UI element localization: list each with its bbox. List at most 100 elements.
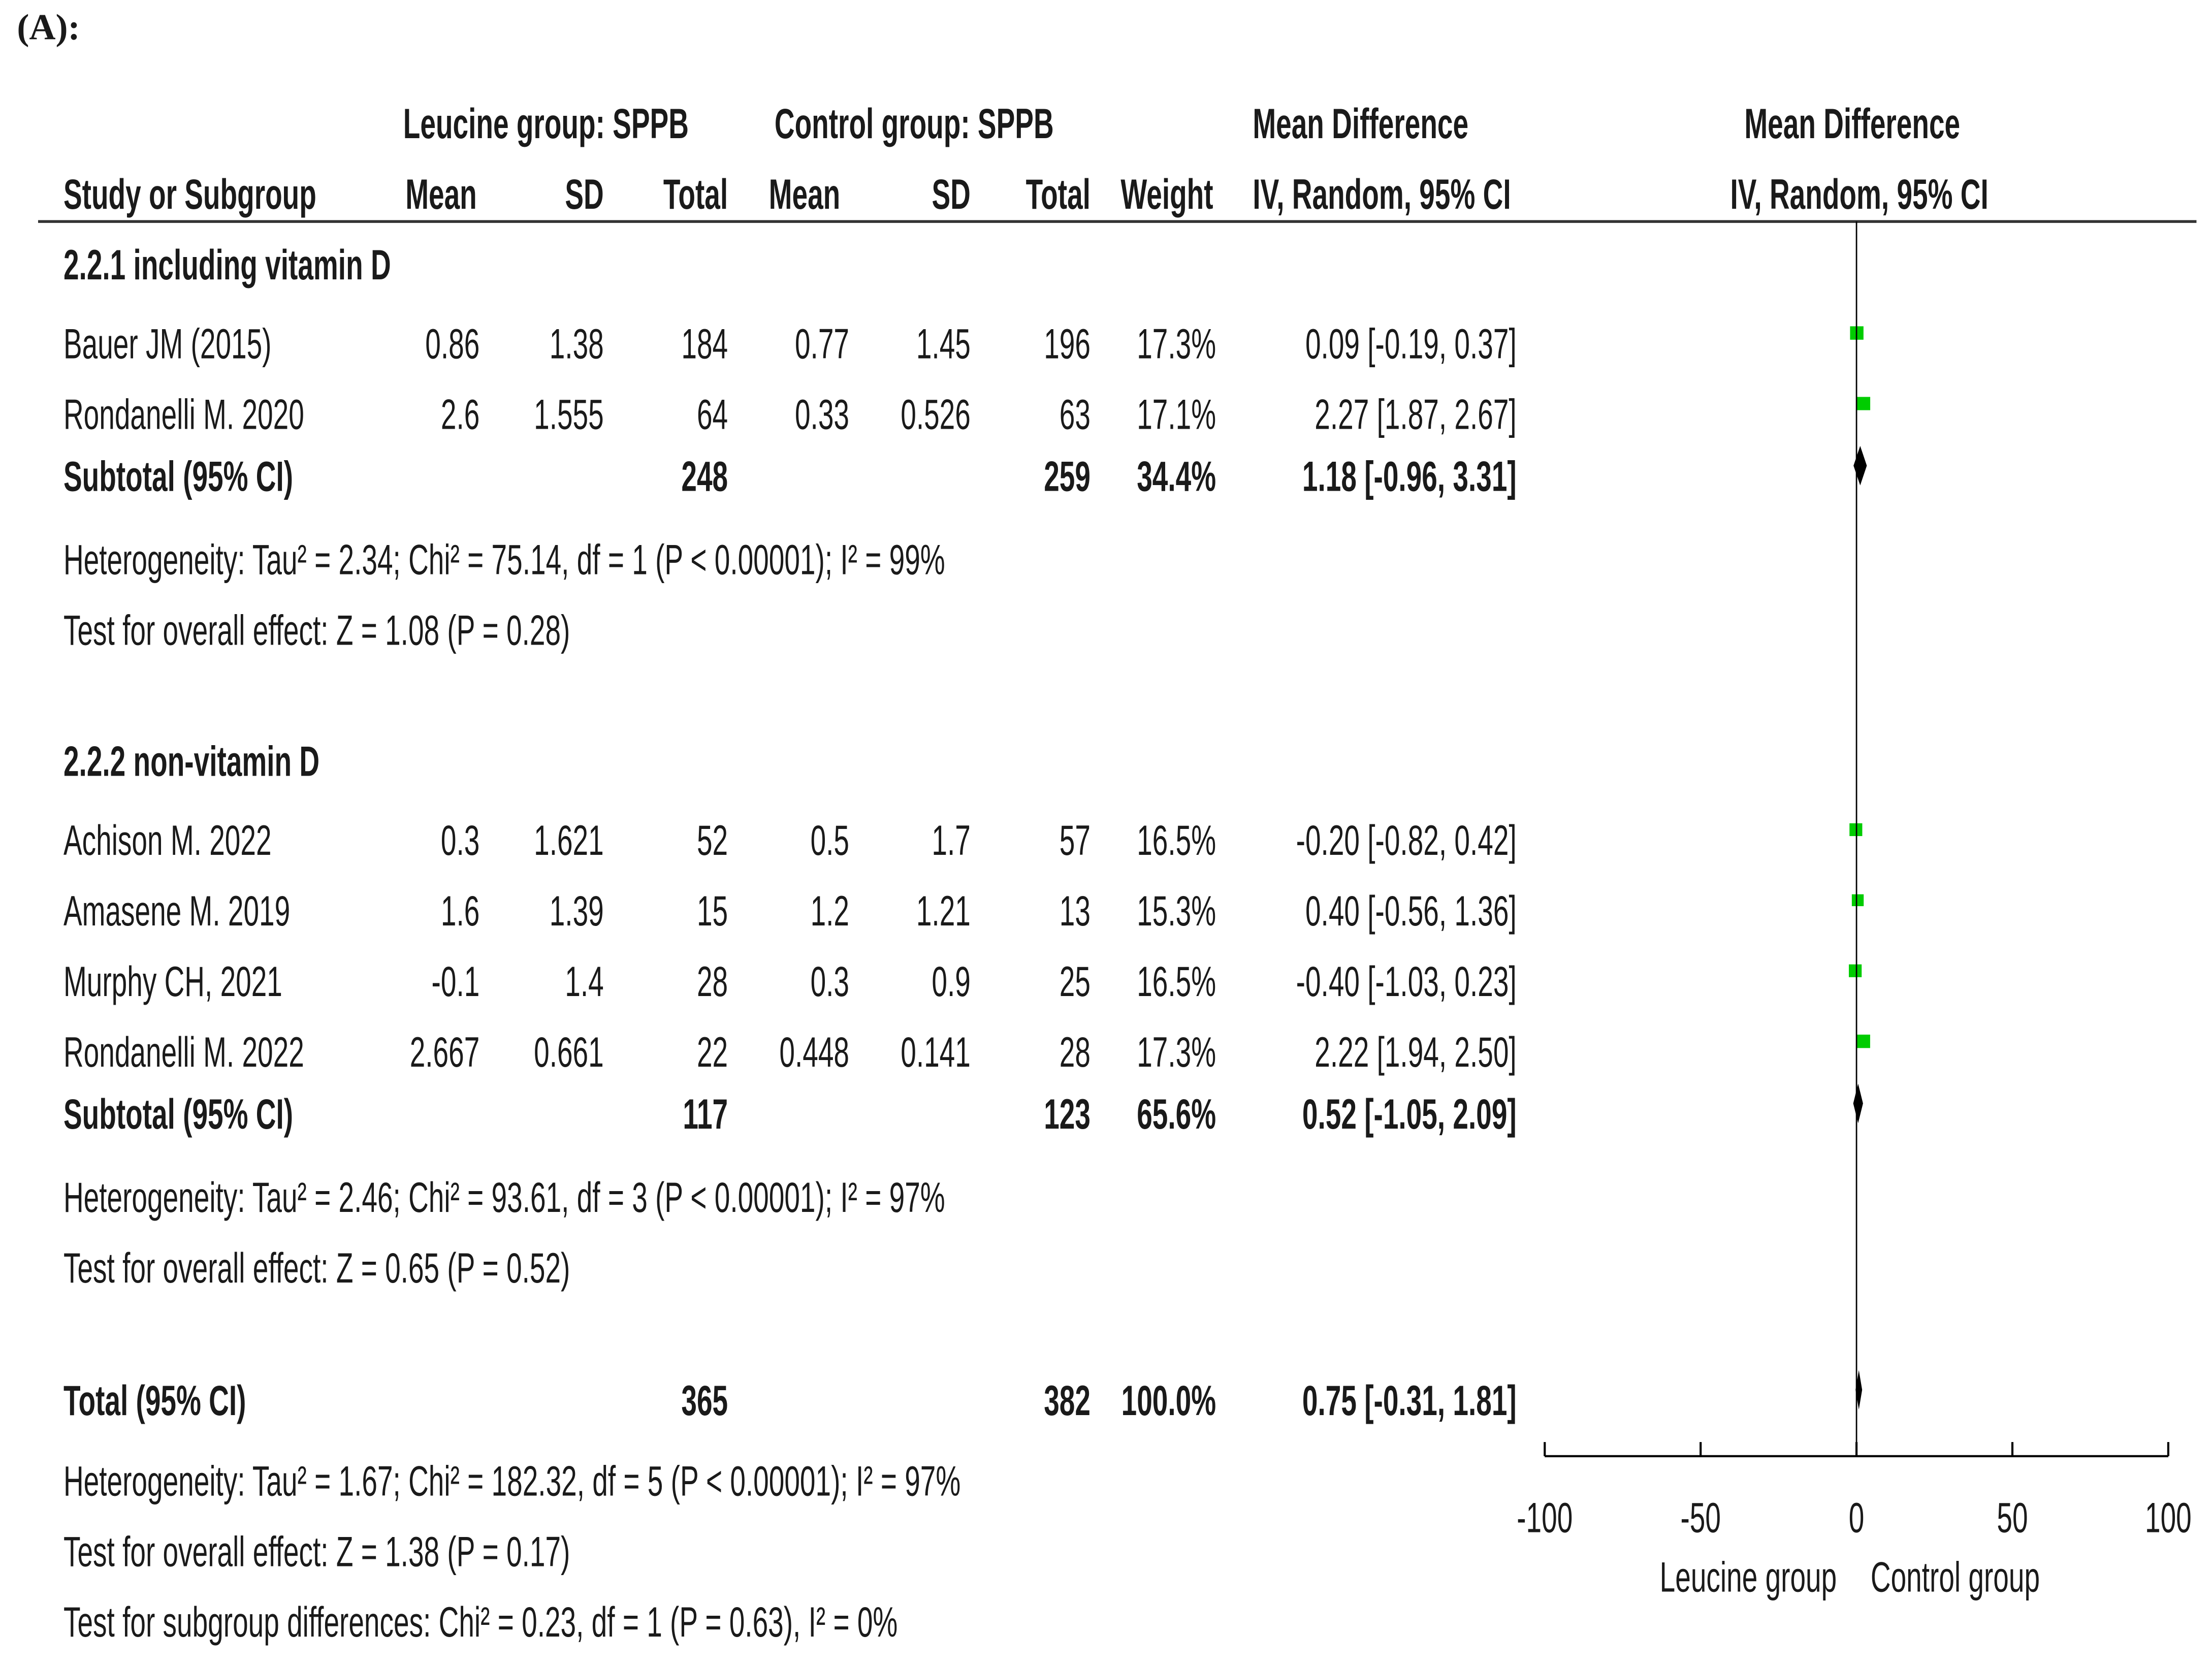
- subgroup-title: 2.2.2 non-vitamin D: [63, 738, 319, 785]
- table-cell: 2.22 [1.94, 2.50]: [1315, 1028, 1516, 1075]
- heterogeneity: Heterogeneity: Tau² = 2.46; Chi² = 93.61…: [63, 1174, 945, 1221]
- table-cell: 2.6: [441, 391, 479, 438]
- table-cell: 15.3%: [1137, 887, 1216, 935]
- table-cell: 1.2: [811, 887, 849, 935]
- column-header: Total: [663, 170, 728, 217]
- table-cell: 0.40 [-0.56, 1.36]: [1305, 887, 1517, 935]
- effect-square: [1856, 1034, 1870, 1048]
- column-header: IV, Random, 95% CI: [1730, 170, 1989, 217]
- table-cell: 1.621: [534, 817, 604, 864]
- header-group: Control group: SPPB: [775, 100, 1054, 147]
- overall-effect: Test for overall effect: Z = 1.38 (P = 0…: [63, 1528, 570, 1575]
- summary-cell: 248: [681, 453, 728, 500]
- table-cell: 15: [697, 887, 728, 935]
- table-cell: 17.1%: [1137, 391, 1216, 438]
- table-cell: 28: [1060, 1028, 1091, 1075]
- table-cell: 64: [697, 391, 728, 438]
- table-cell: 0.3: [811, 957, 849, 1005]
- table-cell: 16.5%: [1137, 817, 1216, 864]
- summary-cell: 259: [1044, 453, 1091, 500]
- column-header: SD: [565, 170, 603, 217]
- table-cell: 0.526: [901, 391, 971, 438]
- summary-cell: 382: [1044, 1377, 1091, 1424]
- summary-cell: 34.4%: [1137, 453, 1216, 500]
- effect-square: [1856, 397, 1871, 410]
- overall-effect: Test for overall effect: Z = 0.65 (P = 0…: [63, 1244, 570, 1291]
- effect-square: [1849, 964, 1862, 977]
- column-header: IV, Random, 95% CI: [1253, 170, 1511, 217]
- table-cell: 1.45: [916, 320, 971, 367]
- table-cell: 2.27 [1.87, 2.67]: [1315, 391, 1516, 438]
- study-name: Amasene M. 2019: [63, 887, 290, 935]
- column-header: Weight: [1120, 170, 1213, 217]
- study-name: Achison M. 2022: [63, 817, 272, 864]
- table-cell: 184: [681, 320, 728, 367]
- table-cell: 196: [1044, 320, 1091, 367]
- table-cell: -0.1: [432, 957, 480, 1005]
- subgroup-differences: Test for subgroup differences: Chi² = 0.…: [63, 1598, 897, 1646]
- summary-cell: 65.6%: [1137, 1091, 1216, 1138]
- table-cell: 57: [1060, 817, 1091, 864]
- study-name: Rondanelli M. 2020: [63, 391, 304, 438]
- summary-cell: 123: [1044, 1091, 1091, 1138]
- study-name: Bauer JM (2015): [63, 320, 272, 367]
- column-header: Mean: [769, 170, 841, 217]
- table-cell: 13: [1060, 887, 1091, 935]
- table-cell: 28: [697, 957, 728, 1005]
- table-cell: 0.661: [534, 1028, 604, 1075]
- x-tick-label: 0: [1849, 1494, 1865, 1541]
- table-cell: 16.5%: [1137, 957, 1216, 1005]
- heterogeneity: Heterogeneity: Tau² = 1.67; Chi² = 182.3…: [63, 1457, 960, 1504]
- summary-cell: 117: [683, 1091, 728, 1138]
- table-cell: 0.448: [779, 1028, 849, 1075]
- summary-cell: 0.75 [-0.31, 1.81]: [1302, 1377, 1517, 1424]
- table-cell: 0.86: [425, 320, 479, 367]
- summary-cell: 100.0%: [1121, 1377, 1216, 1424]
- summary-cell: 1.18 [-0.96, 3.31]: [1302, 453, 1517, 500]
- x-tick-label: -50: [1680, 1494, 1720, 1541]
- table-cell: 0.9: [932, 957, 970, 1005]
- table-cell: -0.20 [-0.82, 0.42]: [1296, 817, 1517, 864]
- column-header: SD: [932, 170, 970, 217]
- summary-label: Subtotal (95% CI): [63, 1091, 293, 1138]
- table-cell: 0.5: [811, 817, 849, 864]
- column-header: Mean: [405, 170, 477, 217]
- summary-diamond: [1853, 1083, 1863, 1124]
- table-cell: 1.39: [550, 887, 604, 935]
- effect-square: [1851, 894, 1864, 907]
- summary-label: Total (95% CI): [63, 1377, 246, 1424]
- table-cell: 17.3%: [1137, 320, 1216, 367]
- figure-label: (A):: [17, 7, 80, 48]
- column-header: Study or Subgroup: [63, 170, 316, 217]
- x-tick-label: -100: [1517, 1494, 1573, 1541]
- table-cell: 17.3%: [1137, 1028, 1216, 1075]
- table-cell: 0.141: [901, 1028, 971, 1075]
- column-header: Total: [1026, 170, 1091, 217]
- table-cell: 1.7: [932, 817, 970, 864]
- table-cell: 1.555: [534, 391, 604, 438]
- header-group: Mean Difference: [1744, 100, 1960, 147]
- table-cell: 0.09 [-0.19, 0.37]: [1305, 320, 1517, 367]
- table-cell: 0.3: [441, 817, 479, 864]
- subgroup-title: 2.2.1 including vitamin D: [63, 241, 391, 288]
- summary-diamond: [1853, 445, 1867, 486]
- study-name: Murphy CH, 2021: [63, 957, 282, 1005]
- x-tick-label: 100: [2145, 1494, 2192, 1541]
- favours-right: Control group: [1871, 1553, 2040, 1600]
- summary-label: Subtotal (95% CI): [63, 453, 293, 500]
- table-cell: 0.77: [795, 320, 849, 367]
- heterogeneity: Heterogeneity: Tau² = 2.34; Chi² = 75.14…: [63, 536, 945, 583]
- table-cell: 1.4: [565, 957, 603, 1005]
- table-cell: -0.40 [-1.03, 0.23]: [1296, 957, 1517, 1005]
- summary-cell: 365: [681, 1377, 728, 1424]
- study-name: Rondanelli M. 2022: [63, 1028, 304, 1075]
- table-cell: 2.667: [410, 1028, 480, 1075]
- table-cell: 1.38: [550, 320, 604, 367]
- table-cell: 52: [697, 817, 728, 864]
- summary-cell: 0.52 [-1.05, 2.09]: [1302, 1091, 1517, 1138]
- table-cell: 63: [1060, 391, 1091, 438]
- favours-left: Leucine group: [1660, 1553, 1837, 1600]
- table-cell: 25: [1060, 957, 1091, 1005]
